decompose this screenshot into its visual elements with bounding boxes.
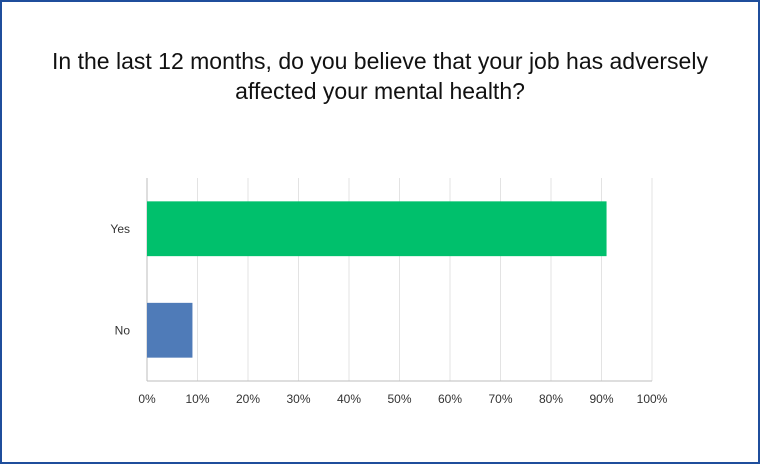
x-tick-label: 90%: [589, 392, 613, 406]
category-label: No: [115, 323, 131, 337]
x-tick-label: 80%: [539, 392, 563, 406]
x-tick-label: 10%: [185, 392, 209, 406]
x-tick-label: 0%: [138, 392, 156, 406]
x-tick-labels: 0% 10% 20% 30% 40% 50% 60% 70% 80% 90% 100%: [138, 392, 667, 406]
x-tick-label: 40%: [337, 392, 361, 406]
x-tick-label: 50%: [387, 392, 411, 406]
x-tick-label: 70%: [488, 392, 512, 406]
bar-no: [147, 302, 193, 358]
chart-title-line-1: In the last 12 months, do you believe th…: [52, 48, 708, 74]
bar-yes: [147, 201, 607, 257]
chart-title-line-2: affected your mental health?: [235, 78, 525, 104]
category-label: Yes: [110, 222, 130, 236]
category-labels: Yes No: [110, 222, 130, 338]
x-tick-label: 100%: [637, 392, 668, 406]
x-tick-label: 60%: [438, 392, 462, 406]
x-tick-label: 20%: [236, 392, 260, 406]
x-tick-label: 30%: [286, 392, 310, 406]
chart-title: In the last 12 months, do you believe th…: [0, 46, 760, 106]
bars: [147, 201, 607, 358]
